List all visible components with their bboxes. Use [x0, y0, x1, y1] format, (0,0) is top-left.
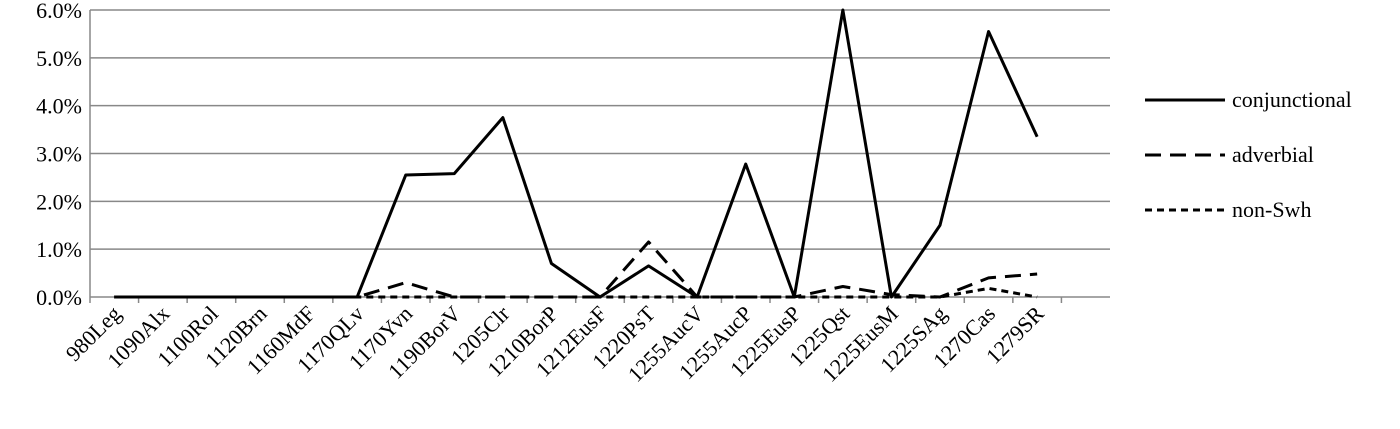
y-tick-label: 5.0%: [36, 46, 82, 71]
y-tick-label: 1.0%: [36, 237, 82, 262]
legend-label: conjunctional: [1232, 87, 1352, 112]
legend-label: non-Swh: [1232, 197, 1311, 222]
series-line: [114, 286, 1038, 299]
y-tick-label: 3.0%: [36, 142, 82, 167]
y-tick-label: 4.0%: [36, 94, 82, 119]
y-tick-label: 0.0%: [36, 285, 82, 310]
y-tick-label: 2.0%: [36, 189, 82, 214]
legend-label: adverbial: [1232, 142, 1314, 167]
y-tick-label: 6.0%: [36, 0, 82, 23]
